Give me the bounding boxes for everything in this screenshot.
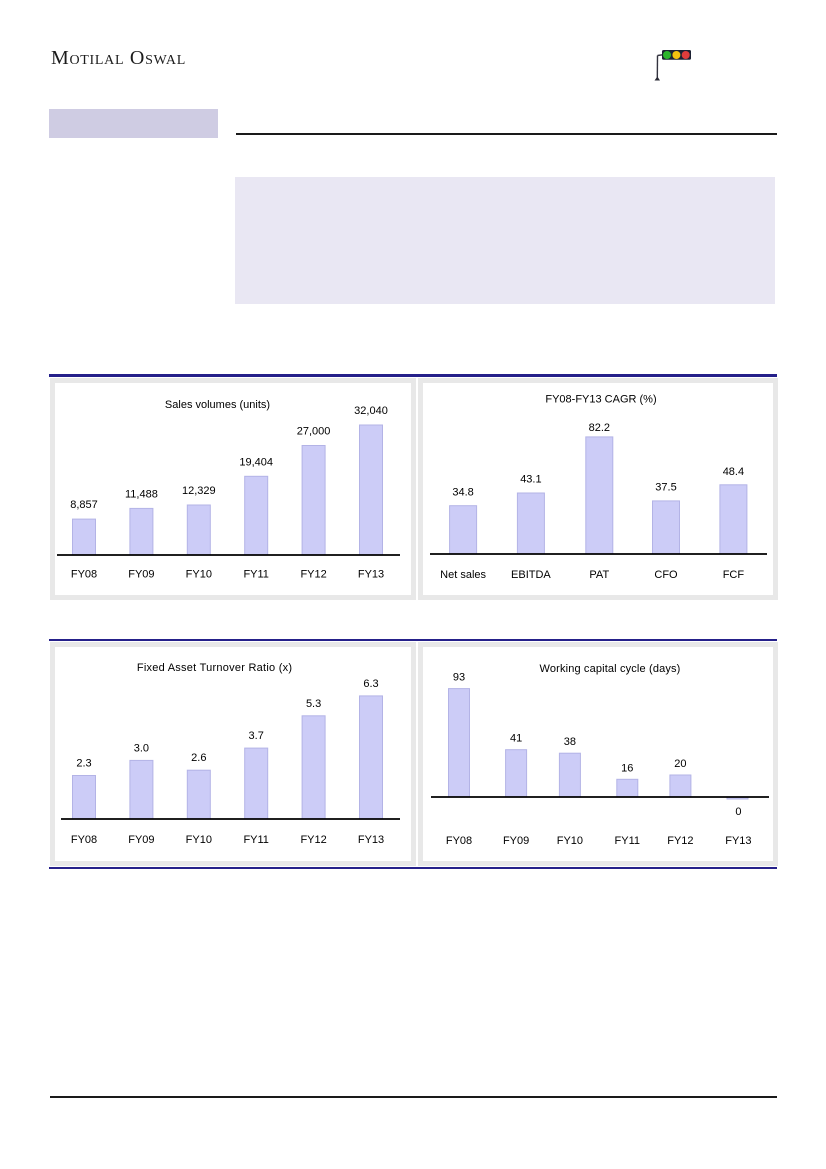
svg-text:FY08-FY13 CAGR (%): FY08-FY13 CAGR (%): [545, 394, 656, 406]
svg-text:FY11: FY11: [243, 834, 268, 846]
svg-text:34.8: 34.8: [452, 486, 473, 498]
svg-text:FY12: FY12: [300, 569, 326, 581]
svg-text:FY09: FY09: [128, 834, 154, 846]
svg-text:48.4: 48.4: [723, 466, 744, 478]
svg-text:FY08: FY08: [71, 569, 97, 581]
svg-text:FY13: FY13: [358, 569, 384, 581]
svg-text:FY08: FY08: [71, 834, 97, 846]
svg-text:3.7: 3.7: [249, 730, 264, 742]
svg-text:Fixed Asset Turnover Ratio (x): Fixed Asset Turnover Ratio (x): [137, 662, 292, 674]
svg-text:PAT: PAT: [589, 569, 609, 581]
svg-text:Working capital cycle (days): Working capital cycle (days): [540, 663, 681, 675]
svg-text:FCF: FCF: [723, 569, 745, 581]
svg-text:FY12: FY12: [300, 834, 326, 846]
svg-text:12,329: 12,329: [182, 485, 216, 497]
svg-text:FY13: FY13: [358, 834, 384, 846]
svg-text:5.3: 5.3: [306, 698, 321, 710]
svg-text:FY11: FY11: [615, 835, 640, 847]
svg-text:43.1: 43.1: [520, 474, 541, 486]
svg-text:82.2: 82.2: [589, 422, 610, 434]
svg-text:2.6: 2.6: [191, 752, 206, 764]
svg-text:16: 16: [621, 762, 633, 774]
svg-text:3.0: 3.0: [134, 742, 149, 754]
svg-text:37.5: 37.5: [655, 481, 676, 493]
svg-text:32,040: 32,040: [354, 405, 388, 417]
svg-text:38: 38: [564, 736, 576, 748]
svg-text:FY09: FY09: [503, 835, 529, 847]
svg-text:FY10: FY10: [186, 834, 212, 846]
svg-text:19,404: 19,404: [239, 456, 273, 468]
svg-text:CFO: CFO: [654, 569, 678, 581]
svg-text:6.3: 6.3: [363, 678, 378, 690]
svg-text:FY10: FY10: [557, 835, 583, 847]
svg-text:0: 0: [735, 806, 741, 818]
svg-text:11,488: 11,488: [125, 488, 158, 500]
svg-text:EBITDA: EBITDA: [511, 569, 551, 581]
svg-text:2.3: 2.3: [76, 758, 91, 770]
svg-text:FY11: FY11: [243, 569, 268, 581]
svg-text:27,000: 27,000: [297, 426, 331, 438]
svg-text:FY13: FY13: [725, 835, 751, 847]
svg-text:FY09: FY09: [128, 569, 154, 581]
svg-text:FY12: FY12: [667, 835, 693, 847]
svg-text:93: 93: [453, 672, 465, 684]
svg-text:20: 20: [674, 758, 686, 770]
svg-text:FY08: FY08: [446, 835, 472, 847]
svg-text:FY10: FY10: [186, 569, 212, 581]
svg-text:Net sales: Net sales: [440, 569, 486, 581]
svg-text:Sales volumes (units): Sales volumes (units): [165, 399, 270, 411]
svg-text:41: 41: [510, 733, 522, 745]
svg-text:8,857: 8,857: [70, 499, 98, 511]
